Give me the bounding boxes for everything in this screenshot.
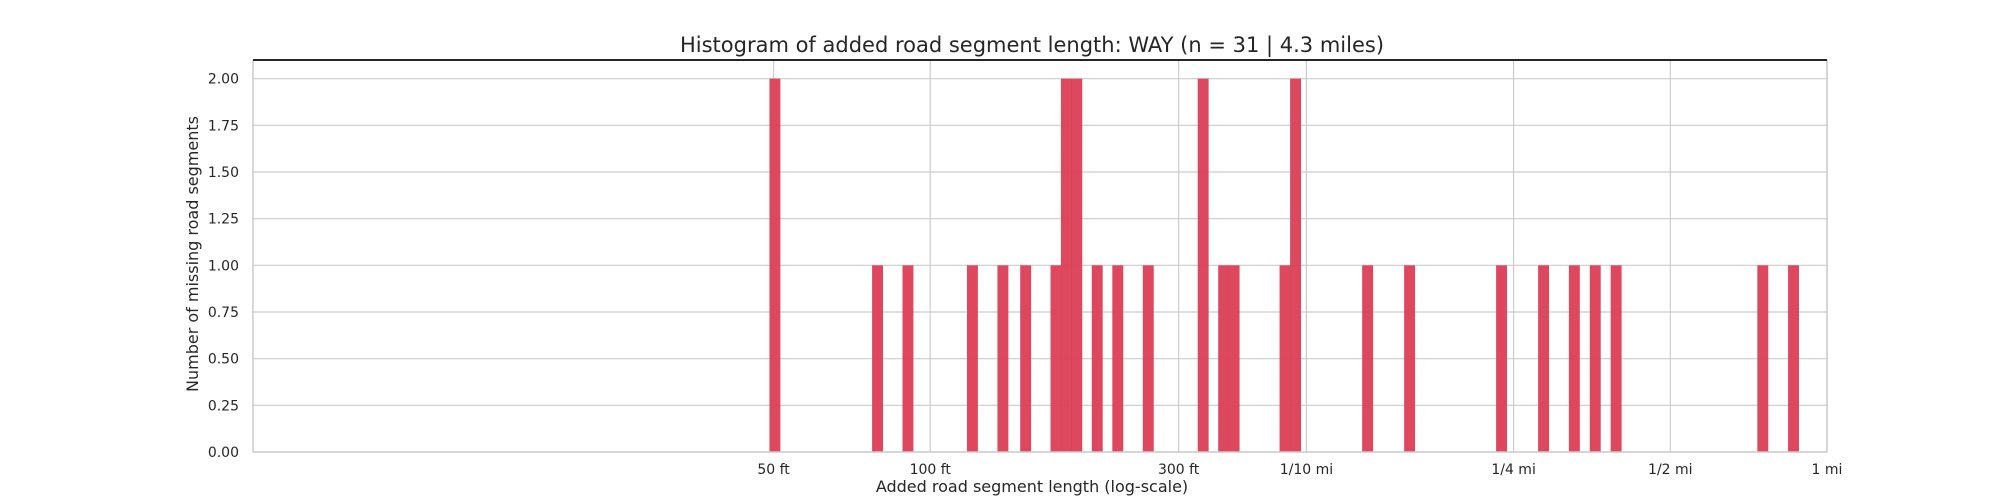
y-axis-ticks: 0.00 0.25 0.50 0.75 1.00 1.25 1.50 1.75 2.00 (208, 72, 239, 461)
histogram-bar (1362, 265, 1374, 452)
histogram-bar (1091, 265, 1103, 452)
histogram-bar (1197, 78, 1209, 453)
y-tick-label: 1.75 (208, 118, 239, 134)
histogram-bar (1060, 78, 1072, 453)
y-tick-label: 1.25 (208, 212, 239, 228)
x-axis-ticks: 50 ft 100 ft 300 ft 1/10 mi 1/4 mi 1/2 mi 1 mi (757, 462, 1842, 478)
histogram-bar (1290, 78, 1302, 453)
x-tick-label: 1/2 mi (1648, 462, 1693, 478)
histogram-bar (872, 265, 884, 452)
histogram-bar (1142, 265, 1154, 452)
y-tick-label: 0.50 (208, 352, 239, 368)
histogram-bar (997, 265, 1009, 452)
histogram-bar (1788, 265, 1800, 452)
histogram-bar (1610, 265, 1622, 452)
histogram-bar (1538, 265, 1550, 452)
histogram-bar (1228, 265, 1240, 452)
x-tick-label: 100 ft (910, 462, 952, 478)
histogram-bar (1568, 265, 1580, 452)
x-axis-label: Added road segment length (log-scale) (876, 477, 1188, 496)
histogram-bar (1589, 265, 1601, 452)
histogram-bar (1050, 265, 1062, 452)
x-tick-label: 1/10 mi (1280, 462, 1333, 478)
histogram-bar (1757, 265, 1769, 452)
histogram-bar (1279, 265, 1291, 452)
y-axis-label: Number of missing road segments (183, 116, 202, 392)
histogram-bar (1071, 78, 1083, 453)
bars (769, 78, 1800, 453)
y-tick-label: 1.50 (208, 165, 239, 181)
y-tick-label: 0.00 (208, 445, 239, 461)
y-tick-label: 0.25 (208, 398, 239, 414)
histogram-bar (1404, 265, 1416, 452)
histogram-bar (1112, 265, 1124, 452)
histogram-bar (966, 265, 978, 452)
x-tick-label: 1/4 mi (1491, 462, 1536, 478)
y-tick-label: 1.00 (208, 258, 239, 274)
chart-title: Histogram of added road segment length: … (680, 33, 1384, 58)
histogram-bar (1218, 265, 1230, 452)
histogram-bar (902, 265, 914, 452)
y-tick-label: 0.75 (208, 305, 239, 321)
histogram-bar (769, 78, 781, 453)
x-tick-label: 50 ft (757, 462, 790, 478)
histogram-bar (1496, 265, 1508, 452)
plot-frame (252, 59, 1828, 453)
x-tick-label: 300 ft (1158, 462, 1200, 478)
histogram-bar (1020, 265, 1032, 452)
y-tick-label: 2.00 (208, 72, 239, 88)
x-tick-label: 1 mi (1812, 462, 1843, 478)
